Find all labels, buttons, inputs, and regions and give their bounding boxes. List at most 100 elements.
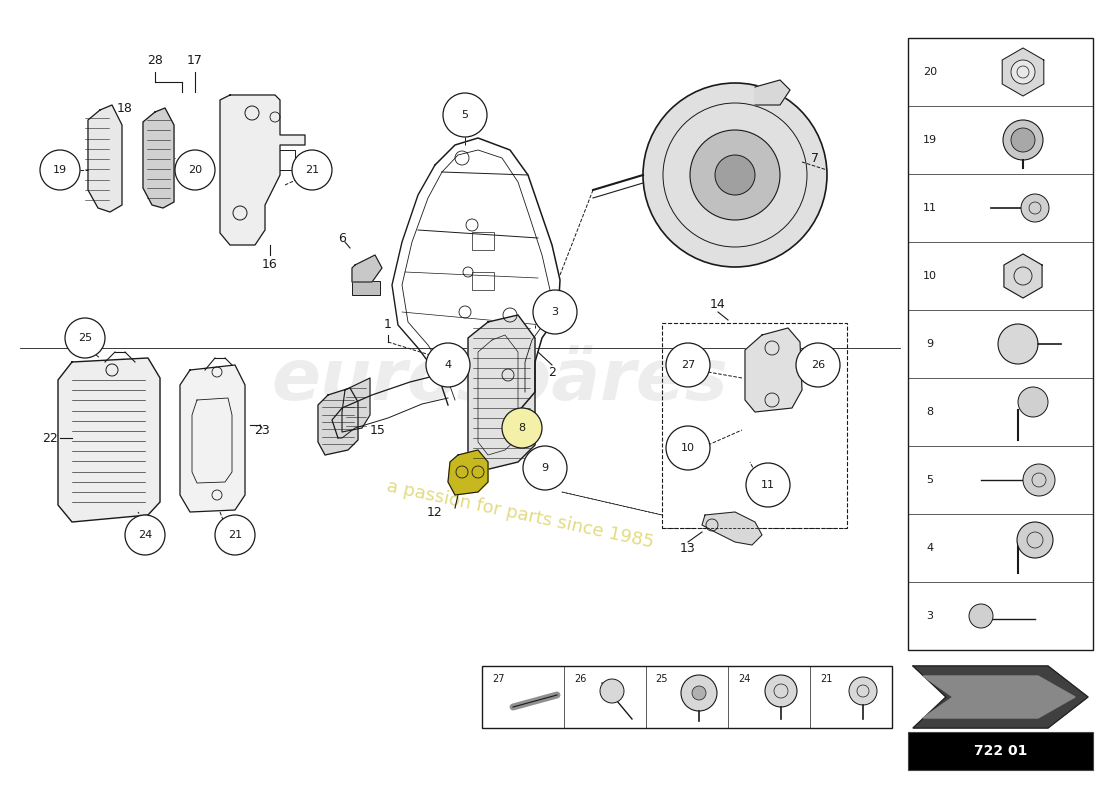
Circle shape bbox=[502, 408, 542, 448]
Text: 19: 19 bbox=[53, 165, 67, 175]
Polygon shape bbox=[468, 315, 535, 470]
Text: 26: 26 bbox=[811, 360, 825, 370]
Circle shape bbox=[426, 343, 470, 387]
Text: 19: 19 bbox=[923, 135, 937, 145]
Circle shape bbox=[715, 155, 755, 195]
Bar bbox=[908, 38, 1093, 650]
Text: 27: 27 bbox=[492, 674, 504, 684]
Text: 6: 6 bbox=[338, 231, 345, 245]
Polygon shape bbox=[180, 365, 245, 512]
Text: 20: 20 bbox=[188, 165, 202, 175]
Circle shape bbox=[65, 318, 104, 358]
Text: 11: 11 bbox=[923, 203, 937, 213]
Circle shape bbox=[666, 426, 710, 470]
Circle shape bbox=[1023, 464, 1055, 496]
Text: 24: 24 bbox=[138, 530, 152, 540]
Circle shape bbox=[443, 93, 487, 137]
Polygon shape bbox=[143, 108, 174, 208]
Text: 14: 14 bbox=[711, 298, 726, 311]
Circle shape bbox=[214, 515, 255, 555]
Polygon shape bbox=[220, 95, 305, 245]
Circle shape bbox=[292, 150, 332, 190]
Text: 26: 26 bbox=[574, 674, 586, 684]
Polygon shape bbox=[342, 378, 370, 432]
Text: 8: 8 bbox=[518, 423, 526, 433]
Text: 4: 4 bbox=[926, 543, 934, 553]
Polygon shape bbox=[745, 328, 802, 412]
Text: 28: 28 bbox=[147, 54, 163, 66]
Circle shape bbox=[125, 515, 165, 555]
Text: 3: 3 bbox=[551, 307, 559, 317]
Text: 25: 25 bbox=[656, 674, 669, 684]
Text: 21: 21 bbox=[305, 165, 319, 175]
Circle shape bbox=[681, 675, 717, 711]
Text: 12: 12 bbox=[427, 506, 443, 518]
Text: 22: 22 bbox=[42, 431, 58, 445]
Text: 9: 9 bbox=[541, 463, 549, 473]
Circle shape bbox=[666, 343, 710, 387]
Polygon shape bbox=[1002, 48, 1044, 96]
Text: 21: 21 bbox=[228, 530, 242, 540]
Circle shape bbox=[746, 463, 790, 507]
Bar bbox=[472, 232, 494, 250]
Polygon shape bbox=[352, 255, 382, 282]
Polygon shape bbox=[318, 388, 358, 455]
Circle shape bbox=[998, 324, 1038, 364]
Text: 10: 10 bbox=[923, 271, 937, 281]
Bar bbox=[472, 272, 494, 290]
Polygon shape bbox=[448, 450, 488, 495]
Polygon shape bbox=[88, 105, 122, 212]
Circle shape bbox=[175, 150, 214, 190]
Text: 3: 3 bbox=[926, 611, 934, 621]
Text: 8: 8 bbox=[926, 407, 934, 417]
Text: 25: 25 bbox=[78, 333, 92, 343]
Text: eurospäres: eurospäres bbox=[272, 345, 728, 415]
Text: 722 01: 722 01 bbox=[974, 744, 1027, 758]
Text: 7: 7 bbox=[811, 151, 819, 165]
Text: 1: 1 bbox=[384, 318, 392, 331]
Circle shape bbox=[1018, 522, 1053, 558]
Bar bbox=[908, 732, 1093, 770]
Polygon shape bbox=[702, 512, 762, 545]
Circle shape bbox=[1021, 194, 1049, 222]
Circle shape bbox=[690, 130, 780, 220]
Text: 21: 21 bbox=[820, 674, 833, 684]
Bar bbox=[482, 666, 892, 728]
Circle shape bbox=[1003, 120, 1043, 160]
Polygon shape bbox=[58, 358, 160, 522]
Text: a passion for parts since 1985: a passion for parts since 1985 bbox=[385, 478, 656, 552]
Circle shape bbox=[600, 679, 624, 703]
Circle shape bbox=[692, 686, 706, 700]
Text: 27: 27 bbox=[681, 360, 695, 370]
Text: 11: 11 bbox=[761, 480, 776, 490]
Circle shape bbox=[969, 604, 993, 628]
Text: 10: 10 bbox=[681, 443, 695, 453]
Text: 5: 5 bbox=[462, 110, 469, 120]
Circle shape bbox=[849, 677, 877, 705]
Bar bbox=[352, 281, 379, 295]
Circle shape bbox=[1011, 128, 1035, 152]
Text: 24: 24 bbox=[738, 674, 750, 684]
Circle shape bbox=[1018, 387, 1048, 417]
Polygon shape bbox=[1004, 254, 1042, 298]
Text: 13: 13 bbox=[680, 542, 696, 554]
Text: 15: 15 bbox=[370, 423, 386, 437]
Text: 23: 23 bbox=[254, 423, 270, 437]
Text: 17: 17 bbox=[187, 54, 202, 66]
Circle shape bbox=[764, 675, 798, 707]
Text: 16: 16 bbox=[262, 258, 278, 271]
Polygon shape bbox=[755, 80, 790, 105]
Circle shape bbox=[644, 83, 827, 267]
Text: 20: 20 bbox=[923, 67, 937, 77]
Text: 5: 5 bbox=[926, 475, 934, 485]
Text: 4: 4 bbox=[444, 360, 452, 370]
Circle shape bbox=[1011, 60, 1035, 84]
Circle shape bbox=[534, 290, 578, 334]
Polygon shape bbox=[923, 676, 1075, 718]
Polygon shape bbox=[913, 666, 1088, 728]
Text: 9: 9 bbox=[926, 339, 934, 349]
Circle shape bbox=[522, 446, 566, 490]
Text: 18: 18 bbox=[117, 102, 133, 114]
Circle shape bbox=[40, 150, 80, 190]
Bar bbox=[662, 323, 847, 528]
